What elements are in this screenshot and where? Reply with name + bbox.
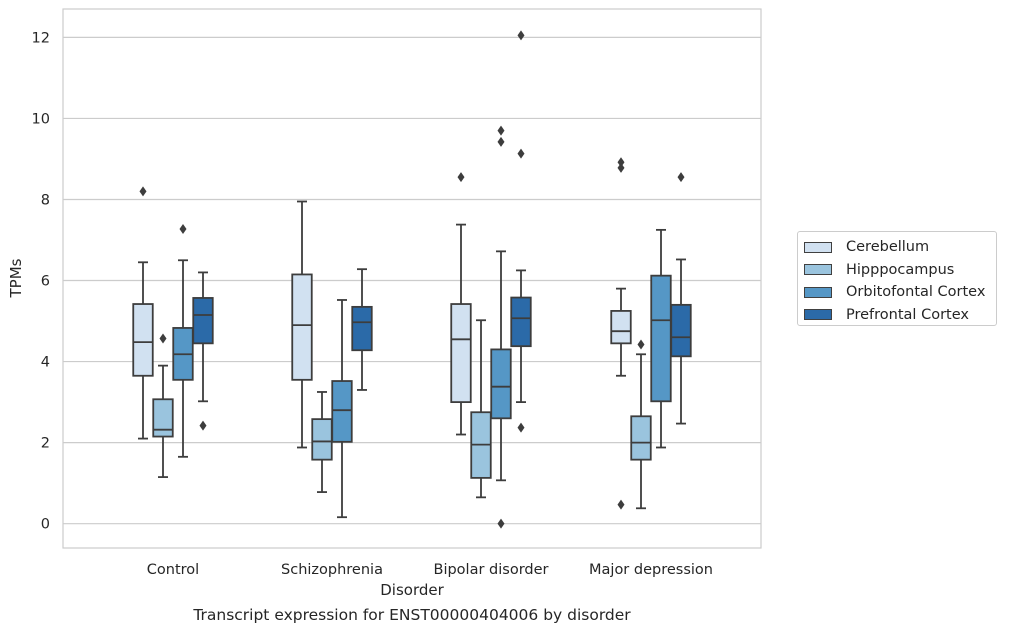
- outlier-point: [159, 333, 167, 344]
- y-tick-label: 0: [41, 517, 50, 533]
- box-iqr: [610, 310, 632, 345]
- y-tick-label: 8: [41, 192, 50, 208]
- box: [470, 319, 492, 499]
- y-tick-label: 6: [41, 274, 50, 290]
- series-prefrontal-cortex: [192, 30, 692, 433]
- x-tick-label: Bipolar disorder: [434, 562, 549, 578]
- outlier-point: [497, 125, 505, 136]
- series-hipppocampus: [152, 319, 652, 510]
- y-tick-label: 10: [32, 111, 50, 127]
- y-tick-label: 12: [32, 30, 50, 46]
- legend-item: Hipppocampus: [804, 259, 996, 282]
- box: [311, 391, 333, 493]
- box-iqr: [152, 398, 174, 438]
- y-axis-label: TPMs: [7, 258, 25, 298]
- box-iqr: [450, 303, 472, 404]
- legend-item: Prefrontal Cortex: [804, 304, 996, 327]
- box-groups: [132, 30, 692, 529]
- box-iqr: [311, 418, 333, 461]
- outlier-point: [517, 422, 525, 433]
- box: [610, 157, 632, 510]
- x-tick-labels: Control Schizophrenia Bipolar disorder Majo…: [147, 562, 713, 578]
- legend-swatch: [804, 241, 832, 253]
- box-iqr: [132, 303, 154, 377]
- box: [490, 125, 512, 529]
- box: [510, 30, 532, 433]
- x-tick-label: Schizophrenia: [281, 562, 383, 578]
- box: [351, 268, 373, 391]
- box: [291, 200, 313, 449]
- legend-label: Hipppocampus: [846, 261, 955, 278]
- box: [192, 271, 214, 431]
- outlier-point: [457, 172, 465, 183]
- box: [132, 186, 154, 440]
- box-iqr: [351, 305, 373, 352]
- box: [152, 333, 174, 478]
- box-iqr: [650, 274, 672, 403]
- outlier-point: [617, 157, 625, 168]
- series-cerebellum: [132, 157, 632, 510]
- box-iqr: [510, 296, 532, 348]
- y-tick-labels: 0 2 4 6 8 10 12: [32, 30, 50, 532]
- legend: Cerebellum Hipppocampus Orbitofontal Corte…: [797, 231, 997, 326]
- x-axis-label: Disorder: [380, 581, 444, 599]
- outlier-point: [497, 136, 505, 147]
- outlier-point: [617, 499, 625, 510]
- box-iqr: [291, 273, 313, 381]
- plot-frame: [62, 8, 762, 549]
- box: [450, 172, 472, 436]
- box: [331, 299, 353, 519]
- box-iqr: [630, 415, 652, 461]
- box-iqr: [670, 303, 692, 358]
- y-tick-label: 2: [41, 436, 50, 452]
- outlier-point: [617, 162, 625, 173]
- outlier-point: [139, 186, 147, 197]
- box: [630, 339, 652, 510]
- x-tick-label: Control: [147, 562, 199, 578]
- legend-item: Orbitofontal Cortex: [804, 281, 996, 304]
- outlier-point: [677, 172, 685, 183]
- legend-swatch: [804, 286, 832, 298]
- outlier-point: [179, 224, 187, 235]
- y-tick-label: 4: [41, 355, 50, 371]
- outlier-point: [497, 518, 505, 529]
- outlier-point: [199, 420, 207, 431]
- legend-item: Cerebellum: [804, 236, 996, 259]
- box: [670, 172, 692, 425]
- legend-swatch: [804, 264, 832, 276]
- series-orbitofontal-cortex: [172, 125, 672, 529]
- legend-label: Orbitofontal Cortex: [846, 284, 986, 301]
- x-tick-label: Major depression: [589, 562, 713, 578]
- box: [650, 228, 672, 449]
- outlier-point: [517, 148, 525, 159]
- outlier-point: [637, 339, 645, 350]
- box-iqr: [192, 297, 214, 345]
- legend-label: Prefrontal Cortex: [846, 306, 969, 323]
- box-iqr: [490, 348, 512, 420]
- box: [172, 224, 194, 458]
- outlier-point: [517, 30, 525, 41]
- figure-caption: Transcript expression for ENST0000040400…: [193, 606, 631, 624]
- box-iqr: [331, 380, 353, 443]
- legend-swatch: [804, 309, 832, 321]
- legend-label: Cerebellum: [846, 239, 930, 256]
